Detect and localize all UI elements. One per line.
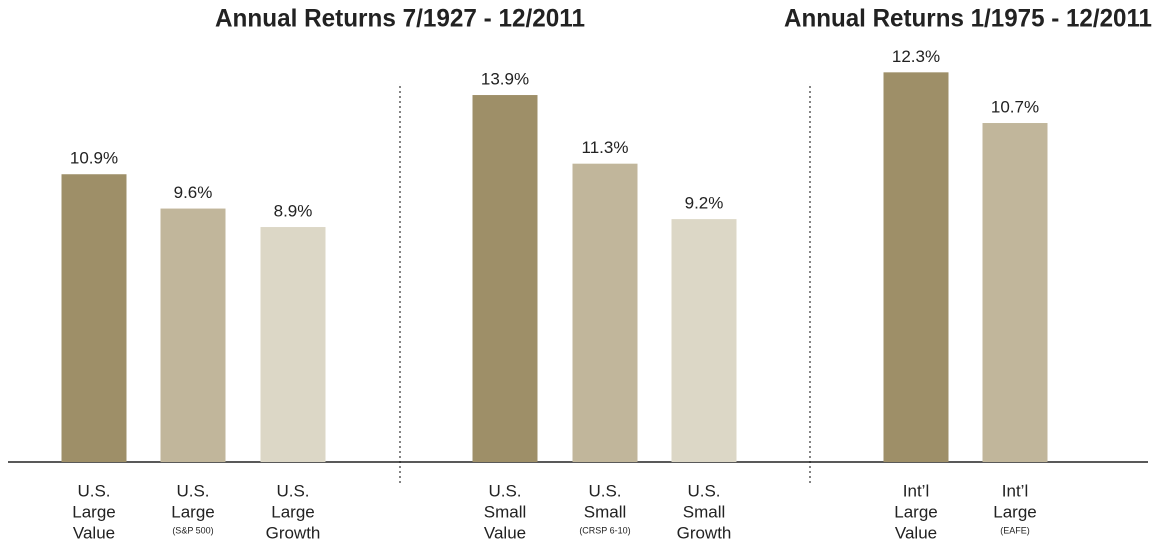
bar: [160, 208, 226, 462]
category-label: U.S.: [687, 481, 720, 500]
value-label: 11.3%: [582, 138, 629, 157]
bar: [883, 72, 949, 462]
category-label: Growth: [266, 523, 321, 542]
value-label: 10.7%: [991, 98, 1039, 117]
category-label: Value: [73, 523, 115, 542]
bar: [260, 227, 326, 462]
category-label: U.S.: [588, 481, 621, 500]
category-label: Growth: [677, 523, 732, 542]
value-label: 10.9%: [70, 149, 118, 168]
value-label: 12.3%: [892, 47, 940, 66]
category-label: Small: [683, 502, 726, 521]
value-label: 9.2%: [685, 194, 724, 213]
bar: [572, 163, 638, 462]
category-note: (EAFE): [1000, 525, 1030, 535]
category-label: U.S.: [488, 481, 521, 500]
value-label: 9.6%: [174, 183, 213, 202]
category-label: Large: [993, 502, 1036, 521]
value-label: 13.9%: [481, 70, 529, 89]
panel-title: Annual Returns 7/1927 - 12/2011: [215, 5, 585, 33]
category-label: Large: [894, 502, 937, 521]
bar: [982, 123, 1048, 463]
value-label: 8.9%: [274, 202, 313, 221]
category-label: Large: [171, 502, 214, 521]
category-label: U.S.: [276, 481, 309, 500]
category-label: U.S.: [77, 481, 110, 500]
category-label: Large: [72, 502, 115, 521]
category-label: Large: [271, 502, 314, 521]
category-label: Int’l: [1002, 481, 1028, 500]
panel-title: Annual Returns 1/1975 - 12/2011: [784, 5, 1152, 33]
category-label: Int’l: [903, 481, 929, 500]
bar: [671, 219, 737, 462]
category-label: Small: [484, 502, 527, 521]
category-label: Small: [584, 502, 627, 521]
category-label: Value: [484, 523, 526, 542]
category-note: (S&P 500): [172, 525, 213, 535]
category-label: U.S.: [176, 481, 209, 500]
category-note: (CRSP 6-10): [579, 525, 630, 535]
category-label: Value: [895, 523, 937, 542]
bar: [472, 95, 538, 462]
bar: [61, 174, 127, 463]
